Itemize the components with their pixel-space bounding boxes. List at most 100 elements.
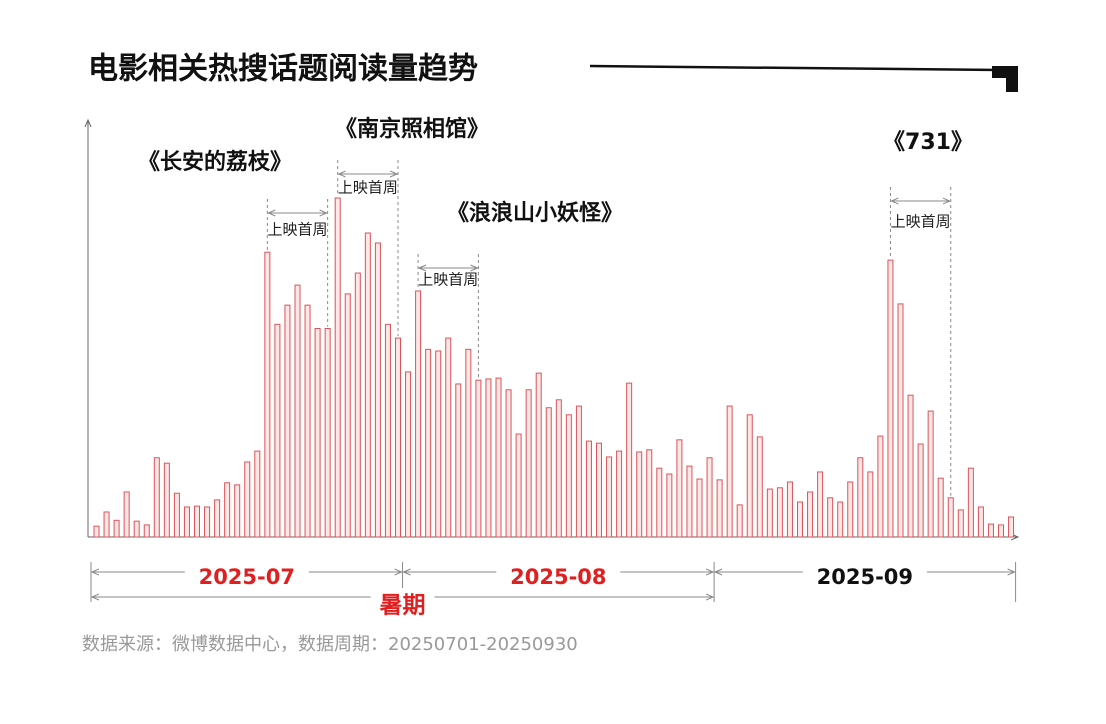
bar	[756, 436, 763, 538]
bar	[676, 439, 683, 538]
title-rule-end	[992, 66, 1018, 92]
bar	[837, 501, 844, 538]
bar	[726, 405, 733, 538]
bar	[585, 440, 592, 538]
bar	[736, 504, 743, 538]
bar	[173, 492, 180, 538]
bar	[847, 481, 854, 538]
bar	[194, 505, 200, 538]
bar	[807, 491, 814, 538]
bar	[425, 348, 432, 538]
bar	[646, 449, 653, 538]
bar	[475, 379, 482, 538]
bar	[274, 323, 281, 538]
bar	[877, 435, 884, 538]
bar	[183, 506, 190, 538]
bar	[565, 414, 572, 538]
film-title: 《南京照相馆》	[335, 116, 489, 142]
bar	[234, 484, 241, 538]
bar	[907, 394, 914, 538]
bar	[686, 465, 693, 538]
bar	[706, 457, 713, 538]
bar	[897, 303, 904, 538]
source-note: 数据来源：微博数据中心，数据周期：20250701-20250930	[82, 634, 578, 655]
bar	[133, 520, 140, 538]
bar	[244, 461, 251, 538]
bar	[716, 479, 723, 538]
bar	[505, 389, 512, 538]
bar	[405, 371, 412, 538]
release-note: 上映首周	[267, 221, 327, 239]
bar	[384, 323, 391, 538]
bar	[535, 372, 542, 538]
release-note: 上映首周	[418, 271, 478, 289]
bar	[93, 525, 100, 538]
bar	[797, 501, 803, 538]
bar	[575, 405, 582, 538]
bar	[766, 488, 773, 538]
bar	[364, 232, 371, 538]
film-title: 《长安的荔枝》	[138, 149, 292, 175]
bar	[264, 251, 271, 538]
bar	[324, 328, 331, 538]
bar	[294, 284, 301, 538]
chart-title: 电影相关热搜话题阅读量趋势	[88, 52, 478, 87]
bar	[284, 304, 291, 538]
bar	[143, 524, 150, 538]
bar	[545, 407, 552, 538]
bar	[485, 378, 492, 538]
bar	[937, 477, 944, 538]
film-title: 《731》	[883, 130, 973, 155]
bar	[596, 442, 602, 538]
bar	[495, 377, 502, 538]
bar	[817, 471, 824, 538]
bar	[636, 451, 643, 538]
bar	[666, 473, 673, 538]
bar	[746, 414, 753, 538]
month-label: 2025-08	[510, 565, 606, 589]
bar	[515, 433, 522, 538]
release-note: 上映首周	[338, 179, 398, 197]
bar	[214, 499, 221, 538]
bar	[395, 337, 401, 538]
bar	[927, 410, 934, 538]
bar	[525, 389, 532, 538]
bar	[103, 511, 110, 538]
title-rule	[589, 64, 1001, 72]
bar	[606, 456, 613, 538]
bar	[555, 399, 562, 538]
bar	[776, 487, 783, 538]
bar	[334, 197, 341, 538]
bar	[163, 462, 170, 538]
bar	[998, 524, 1004, 538]
bar	[827, 497, 834, 538]
bar	[354, 272, 361, 538]
bar	[786, 481, 793, 538]
bar	[987, 523, 994, 538]
bar	[445, 337, 452, 538]
bar	[867, 471, 874, 538]
period-label: 暑期	[380, 593, 426, 619]
bar	[455, 383, 462, 538]
bar	[977, 506, 984, 538]
bar	[153, 457, 160, 538]
bar	[304, 304, 311, 538]
bar	[123, 491, 130, 538]
period-label-bg	[370, 588, 435, 622]
film-title: 《浪浪山小妖怪》	[447, 200, 623, 226]
bar	[616, 450, 623, 538]
bar	[626, 382, 633, 538]
bar	[204, 506, 211, 538]
bar	[224, 482, 231, 538]
bar	[254, 450, 261, 538]
bar	[374, 242, 381, 538]
release-note: 上映首周	[891, 213, 951, 231]
bar	[887, 259, 894, 538]
bar	[957, 509, 964, 538]
bar	[344, 293, 351, 538]
bar	[465, 348, 472, 538]
bar	[917, 443, 924, 538]
bar	[113, 519, 120, 538]
